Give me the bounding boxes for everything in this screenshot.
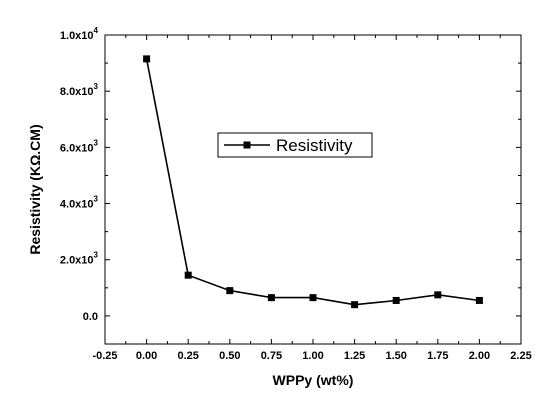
legend: Resistivity <box>217 132 373 158</box>
x-tick-label: 1.50 <box>385 350 406 362</box>
x-tick-label: 1.00 <box>302 350 323 362</box>
data-point <box>351 301 359 309</box>
y-axis-title: Resistivity (KΩ.CM) <box>27 124 43 254</box>
x-tick-label: 2.00 <box>469 350 490 362</box>
y-tick-label: 4.0x103 <box>60 195 99 211</box>
data-point <box>309 294 317 302</box>
series-layer <box>143 55 483 309</box>
data-point <box>434 291 442 299</box>
x-tick-label: 0.00 <box>136 350 157 362</box>
data-point <box>226 287 234 295</box>
series-line <box>145 58 480 306</box>
x-tick-label: 0.25 <box>177 350 198 362</box>
x-tick-label: 1.25 <box>344 350 365 362</box>
y-tick-label: 8.0x103 <box>60 82 99 98</box>
x-axis-title: WPPy (wt%) <box>273 372 354 388</box>
data-point <box>143 55 151 63</box>
x-axis-ticks: -0.25 0.00 0.25 0.50 0.75 1.00 1.25 1.50 1.75 2.0… <box>92 35 532 362</box>
data-point <box>475 296 483 304</box>
data-point <box>184 271 192 279</box>
x-tick-label: 2.25 <box>510 350 531 362</box>
x-tick-label: -0.25 <box>92 350 117 362</box>
y-axis-ticks: 0.0 2.0x103 4.0x103 6.0x103 8.0x103 1.0x104 <box>60 26 521 323</box>
y-tick-label: 0.0 <box>83 311 98 323</box>
x-tick-label: 0.75 <box>261 350 282 362</box>
y-tick-label: 6.0x103 <box>60 138 99 154</box>
x-tick-label: 1.75 <box>427 350 448 362</box>
x-tick-label: 0.50 <box>219 350 240 362</box>
y-tick-label: 2.0x103 <box>60 251 99 267</box>
data-point <box>392 296 400 304</box>
data-point <box>267 294 275 302</box>
legend-label: Resistivity <box>276 136 353 155</box>
legend-marker-square <box>243 141 251 149</box>
y-tick-label: 1.0x104 <box>60 26 99 42</box>
